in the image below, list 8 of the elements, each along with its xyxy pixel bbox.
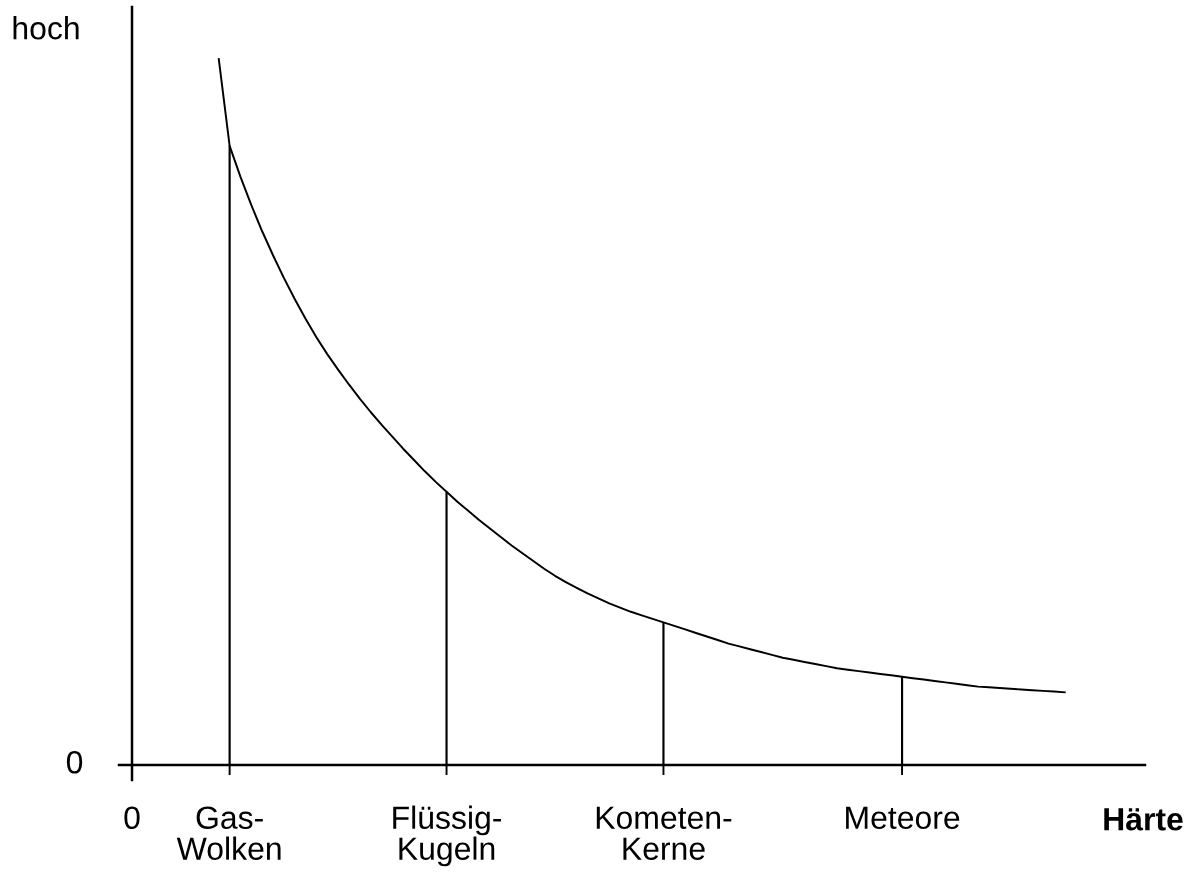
text: 0 [66,750,83,774]
y-axis-title: hoch [13,16,79,40]
x-tick-label: Gas- Wolken [176,806,281,860]
x-tick-label: Meteore [846,806,960,830]
x-tick-label: Flüssig- Kugeln [393,805,502,867]
x-tick-label: 0 [124,806,140,830]
x-tick-label: Kometen- Kerne [596,806,732,860]
x-axis-title: Härte [1104,808,1183,831]
